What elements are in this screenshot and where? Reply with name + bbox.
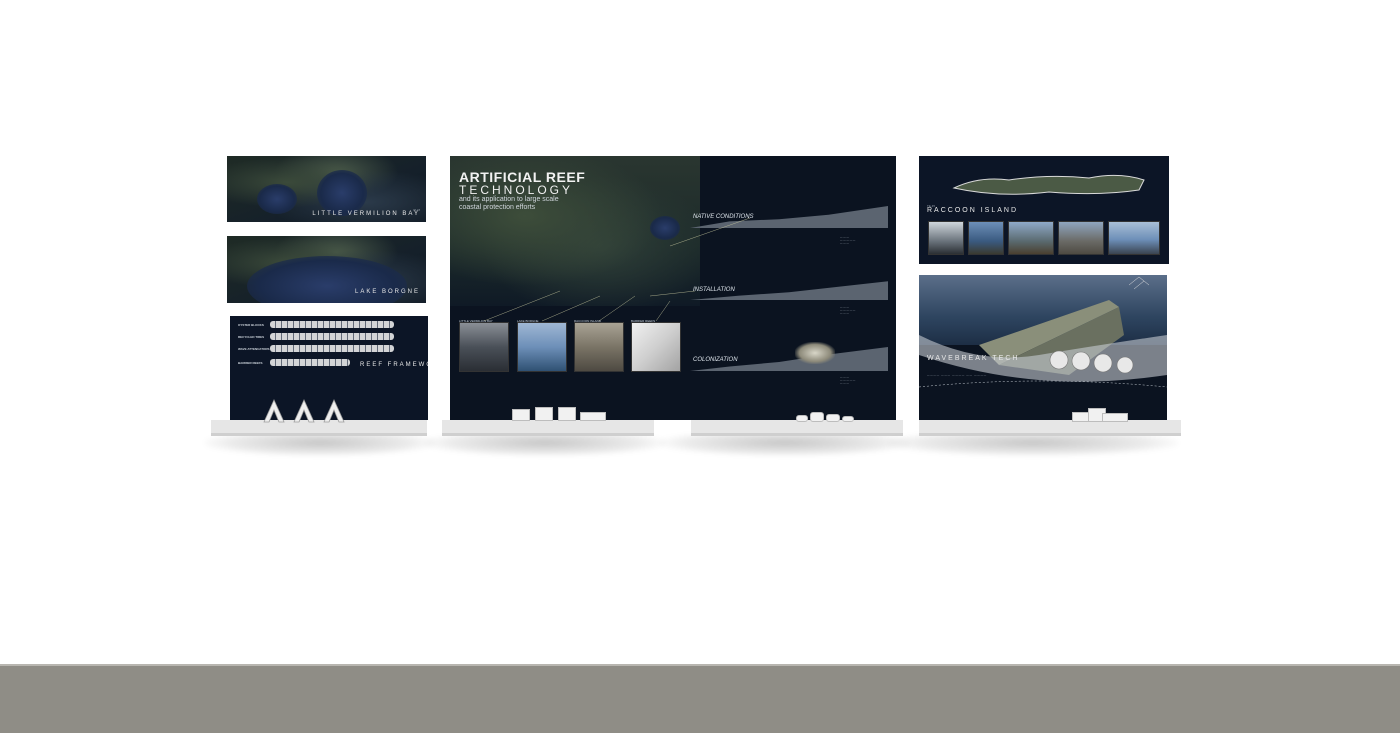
lake-borgne-panel[interactable]: LAKE BORGNE xyxy=(227,236,426,303)
barrier-reef-chain xyxy=(270,359,350,366)
breakwater-model xyxy=(1102,413,1128,422)
main-subtitle: and its application to large scale xyxy=(459,196,559,203)
shelf-right xyxy=(919,420,1181,436)
shelf-center-left xyxy=(442,420,654,436)
reef-ring-model xyxy=(810,412,824,422)
reef-block-models xyxy=(263,399,345,423)
panel-title: RACCOON ISLAND xyxy=(927,207,1019,214)
raccoon-island-map xyxy=(952,174,1145,195)
floor-edge xyxy=(0,664,1400,667)
thumbnail-label: LAKE BORGNE xyxy=(517,319,539,323)
row-label: RECYCLED TIRES xyxy=(238,335,265,339)
panel-tag: PH 8 xyxy=(413,208,420,212)
row-label: WAVE ATTENUATORS xyxy=(238,347,270,351)
floor xyxy=(0,666,1400,733)
wave-attenuator-chain xyxy=(270,345,394,352)
shelf-shadow xyxy=(660,434,910,456)
reef-ring-model xyxy=(842,416,854,422)
shelf-center-right xyxy=(691,420,903,436)
recycled-tire-chain xyxy=(270,333,394,340)
bay-water xyxy=(317,170,367,216)
artificial-reef-main-panel[interactable]: ARTIFICIAL REEF TECHNOLOGY and its appli… xyxy=(450,156,896,420)
wavebreak-rendering xyxy=(919,276,1167,388)
connector-lines xyxy=(483,217,751,322)
little-vermilion-bay-panel[interactable]: PH 8 LITTLE VERMILION BAY xyxy=(227,156,426,222)
reef-block-model xyxy=(293,399,315,423)
oyster-colony xyxy=(795,342,835,364)
panel-title: LITTLE VERMILION BAY xyxy=(312,211,420,217)
shelf-shadow xyxy=(205,434,435,456)
main-subtitle: coastal protection efforts xyxy=(459,204,536,211)
reef-module-model xyxy=(535,407,553,421)
reef-ring-model xyxy=(796,415,808,422)
shelf-shadow xyxy=(888,434,1178,456)
oyster-block-chain xyxy=(270,321,394,328)
reef-module-model xyxy=(512,409,530,421)
reef-block-model xyxy=(323,399,345,423)
photo-thumbnail[interactable] xyxy=(459,322,509,372)
photo-thumbnail[interactable] xyxy=(1058,221,1104,255)
reef-module-model xyxy=(580,412,606,421)
photo-thumbnail[interactable] xyxy=(631,322,681,372)
thumbnail-label: RACCOON ISLAND xyxy=(574,319,602,323)
row-label: BARRIER REEFS xyxy=(238,361,263,365)
section-notes: — — — — — — — — — — — — — — — — — xyxy=(927,374,987,377)
photo-thumbnail[interactable] xyxy=(1108,221,1160,255)
section-notes: — — — — — — — — — — — xyxy=(840,236,856,245)
section-label: NATIVE CONDITIONS xyxy=(693,214,754,220)
photo-thumbnail[interactable] xyxy=(574,322,624,372)
reef-block-model xyxy=(263,399,285,423)
main-title-technology: TECHNOLOGY xyxy=(459,183,574,197)
photo-thumbnail[interactable] xyxy=(517,322,567,372)
reef-framework-panel[interactable]: OYSTER BLOCKS RECYCLED TIRES WAVE ATTENU… xyxy=(230,316,428,420)
photo-thumbnail[interactable] xyxy=(1008,221,1054,255)
section-label: COLONIZATION xyxy=(693,357,738,363)
panel-title: REEF FRAMEWORK xyxy=(360,362,428,368)
row-label: OYSTER BLOCKS xyxy=(238,323,264,327)
section-label: INSTALLATION xyxy=(693,287,735,293)
section-notes: — — — — — — — — — — — xyxy=(840,306,856,315)
wavebreak-panel[interactable]: WAVEBREAK TECH — — — — — — — — — — — — —… xyxy=(919,275,1167,420)
main-title: ARTIFICIAL REEF xyxy=(459,169,586,185)
photo-thumbnail[interactable] xyxy=(928,221,964,255)
reef-ring-model xyxy=(826,414,840,422)
thumbnail-label: BARRIER REEFS xyxy=(631,319,656,323)
panel-title: WAVEBREAK TECH xyxy=(927,355,1020,362)
reef-module-model xyxy=(558,407,576,421)
section-notes: — — — — — — — — — — — xyxy=(840,376,856,385)
photo-thumbnail[interactable] xyxy=(968,221,1004,255)
shelf-shadow xyxy=(425,434,665,456)
lake-water xyxy=(247,256,407,303)
panel-title: LAKE BORGNE xyxy=(354,289,420,295)
shelf-left xyxy=(211,420,427,436)
bay-water xyxy=(257,184,297,214)
thumbnail-label: LITTLE VERMILION BAY xyxy=(459,319,493,323)
panel-tag: TE 45 xyxy=(927,204,936,208)
lake-pontchartrain xyxy=(650,216,680,240)
raccoon-island-panel[interactable]: TE 45 RACCOON ISLAND xyxy=(919,156,1169,264)
